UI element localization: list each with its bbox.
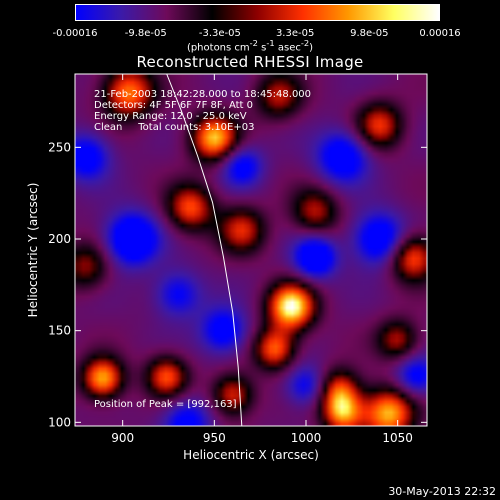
plot-frame [74,73,428,427]
x-tick-label: 900 [111,431,134,445]
y-axis-ticks: 100 150 200 250 [48,140,427,429]
colorbar-tick-label: -3.3e-05 [198,28,241,39]
annotation-energy-range: Energy Range: 12.0 - 25.0 keV [94,111,247,122]
colorbar-tick-label: -9.8e-05 [124,28,167,39]
colorbar-tick-label: 0.00016 [419,28,461,39]
colorbar-tick-label: 9.8e-05 [350,28,389,39]
x-tick-label: 1000 [291,431,322,445]
colorbar-tick-label: -0.00016 [52,28,98,39]
colorbar-tick-label: 3.3e-05 [275,28,315,39]
annotation-peak-position: Position of Peak = [992,163] [94,399,237,410]
x-axis-label: Heliocentric X (arcsec) [183,448,319,462]
solar-limb-line [166,74,243,426]
colorbar-panel: -0.00016 -9.8e-05 -3.3e-05 3.3e-05 9.8e-05 0.… [0,0,500,60]
annotation-clean-counts: Clean Total counts: 3.10E+03 [94,122,254,133]
y-tick-label: 150 [48,324,71,338]
chart-title: Reconstructed RHESSI Image [136,53,364,71]
annotation-detectors: Detectors: 4F 5F 6F 7F 8F, Att 0 [94,100,253,111]
x-tick-label: 1050 [382,431,413,445]
y-tick-label: 200 [48,232,71,246]
heatmap-image [75,74,427,426]
y-axis-label: Heliocentric Y (arcsec) [26,183,40,318]
y-tick-label: 100 [48,415,71,429]
y-tick-label: 250 [48,140,71,154]
x-tick-label: 950 [203,431,226,445]
footer-date: 30-May-2013 22:32 [388,485,496,498]
colorbar-units: (photons cm-2 s-1 asec-2) [186,38,314,54]
annotation-time-range: 21-Feb-2003 18:42:28.000 to 18:45:48.000 [94,89,311,100]
colorbar-gradient [75,4,440,21]
x-axis-ticks: 900 950 1000 1050 [111,74,413,445]
